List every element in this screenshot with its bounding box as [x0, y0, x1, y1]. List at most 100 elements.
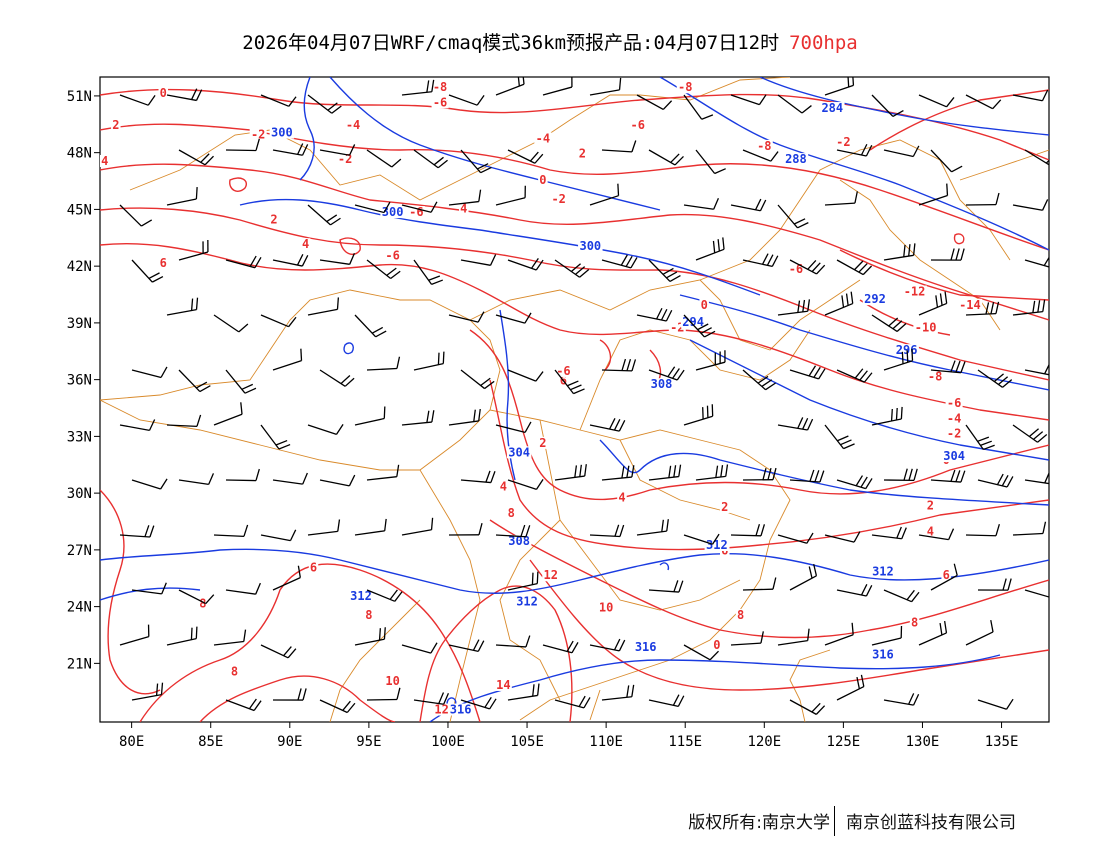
- wind-barb: [413, 149, 448, 169]
- temperature-label: 10: [385, 674, 399, 688]
- temperature-label: 2: [721, 500, 728, 514]
- wind-barb: [1012, 89, 1049, 102]
- wind-barb: [883, 468, 918, 482]
- wind-barb: [742, 149, 779, 162]
- height-label-bg: [704, 538, 730, 551]
- wind-barb: [401, 79, 435, 96]
- temperature-label-bg: [699, 298, 709, 311]
- temperature-label: -4: [346, 118, 360, 132]
- wind-barb: [965, 424, 995, 451]
- temperature-label: 4: [101, 154, 108, 168]
- temperature-label-bg: [506, 506, 516, 519]
- height-label: 304: [943, 449, 965, 463]
- wind-barb: [119, 624, 150, 646]
- temperature-label-bg: [909, 616, 920, 629]
- wind-barb: [366, 464, 400, 481]
- wind-barb: [965, 192, 1000, 206]
- wind-barb: [730, 94, 767, 106]
- temperature-label: -8: [433, 80, 447, 94]
- wind-barb: [260, 314, 297, 328]
- lon-tick-label: 120E: [747, 734, 781, 750]
- temperature-label-bg: [198, 597, 208, 610]
- temperature-label-bg: [431, 96, 449, 109]
- chart-title: 2026年04月07日WRF/cmaq模式36km预报产品:04月07日12时 7…: [0, 28, 1100, 55]
- wind-barb: [225, 582, 261, 595]
- wind-barb: [871, 526, 907, 540]
- temperature-label: 0: [539, 173, 546, 187]
- temperature-label-bg: [538, 173, 548, 186]
- wind-barb: [460, 696, 497, 710]
- wind-barb: [272, 472, 308, 485]
- lon-tick-label: 85E: [198, 734, 223, 750]
- wind-barb: [213, 524, 249, 538]
- wind-barb: [495, 77, 525, 96]
- wind-barb: [636, 519, 669, 536]
- wind-barb: [742, 467, 777, 481]
- lat-tick-label: 42N: [67, 259, 92, 275]
- wind-barb: [225, 468, 260, 482]
- wind-barb: [636, 307, 673, 322]
- wind-barb: [824, 291, 854, 316]
- wind-barb: [683, 404, 714, 426]
- temperature-label: 8: [911, 616, 918, 630]
- wind-barb: [1024, 149, 1049, 166]
- wind-barb: [1012, 424, 1048, 443]
- wind-barb: [366, 687, 401, 701]
- wind-barb: [918, 620, 948, 646]
- wind-barb: [977, 369, 1013, 388]
- wind-barb: [131, 682, 164, 701]
- wind-barb: [166, 414, 202, 427]
- temperature-label-bg: [902, 285, 927, 298]
- wind-barb: [401, 201, 438, 213]
- wind-barb: [824, 531, 861, 543]
- wind-barb: [272, 254, 309, 267]
- lon-tick-label: 130E: [906, 734, 940, 750]
- wind-barb: [789, 563, 818, 591]
- lat-tick-label: 30N: [67, 486, 92, 502]
- temperature-label-bg: [384, 675, 402, 688]
- wind-barb: [401, 642, 438, 654]
- height-label-bg: [783, 153, 809, 166]
- temperature-label-bg: [945, 412, 963, 425]
- temperature-label-bg: [957, 298, 983, 311]
- wind-barb: [883, 145, 920, 158]
- wind-barb: [930, 248, 965, 261]
- wind-barb: [730, 198, 767, 212]
- title-main: 2026年04月07日WRF/cmaq模式36km预报产品:04月07日12时: [242, 32, 780, 54]
- plot-area: 0-6-8 -8-4-2-224-4-62-8 -20-2-6 424-66 -6-12…: [100, 77, 1049, 722]
- lat-tick-label: 48N: [67, 146, 92, 162]
- height-label: 288: [785, 152, 807, 166]
- wind-barb: [918, 94, 955, 108]
- wind-barb: [448, 408, 481, 426]
- temperature-label: -14: [959, 298, 981, 312]
- wind-barb: [742, 577, 777, 591]
- temperature-label-bg: [941, 569, 951, 582]
- temperature-label: 6: [310, 561, 317, 575]
- temperature-label: 6: [160, 256, 167, 270]
- height-label-bg: [941, 450, 967, 463]
- temperature-label: 12: [434, 703, 448, 717]
- height-label-bg: [862, 293, 888, 306]
- title-level: 700hpa: [789, 32, 858, 54]
- wind-barb: [507, 683, 540, 701]
- copyright-left: 版权所有:南京大学: [688, 813, 830, 833]
- wind-barbs: [119, 77, 1049, 715]
- wind-barb: [213, 629, 247, 646]
- height-label: 312: [350, 589, 372, 603]
- wind-barb: [131, 582, 167, 595]
- longitude-axis: 80E 85E 90E 95E 100E 105E 110E 115E 120E 125E 130E…: [119, 722, 1018, 750]
- temperature-label: 10: [599, 600, 613, 614]
- lat-tick-label: 39N: [67, 316, 92, 332]
- wind-barb: [460, 254, 497, 266]
- height-label-bg: [506, 535, 532, 548]
- wind-barb: [965, 524, 1001, 537]
- wind-barb: [871, 406, 903, 426]
- temperature-label: -10: [915, 320, 937, 334]
- wind-barb: [789, 365, 826, 380]
- wind-barb: [824, 191, 858, 206]
- wind-barb: [871, 626, 903, 646]
- wind-barb: [542, 77, 573, 96]
- wind-barb: [272, 143, 309, 156]
- temperature-label-bg: [925, 525, 936, 538]
- temperature-label-bg: [538, 436, 548, 449]
